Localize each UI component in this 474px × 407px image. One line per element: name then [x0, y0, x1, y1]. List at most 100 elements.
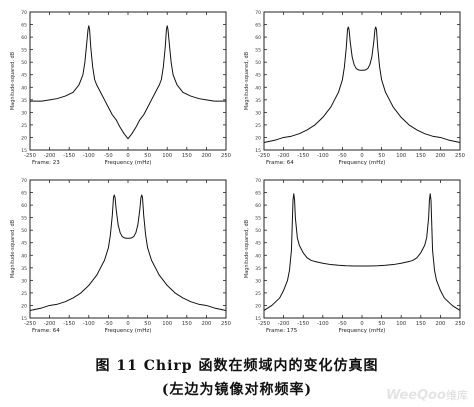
y-tick-label: 50: [21, 228, 27, 234]
series-line: [263, 193, 461, 311]
y-tick-label: 15: [255, 148, 261, 154]
y-tick-label: 25: [255, 123, 261, 129]
x-tick-label: -150: [63, 321, 75, 327]
y-axis-label: Magnitude-squared, dB: [244, 219, 250, 278]
x-tick-label: 50: [378, 321, 385, 327]
y-tick-label: 65: [255, 23, 261, 29]
x-tick-label: -200: [278, 153, 290, 159]
x-tick-label: 250: [455, 153, 465, 159]
x-tick-label: 150: [182, 153, 192, 159]
y-tick-label: 30: [255, 278, 261, 284]
figure-subcaption: (左边为镜像对称频率): [161, 382, 313, 398]
x-tick-label: 200: [435, 153, 445, 159]
x-tick-label: 150: [416, 153, 426, 159]
y-tick-label: 35: [21, 266, 27, 272]
y-tick-label: 40: [255, 85, 261, 91]
chart-4-svg: 15 20 25 30 35 40 45 50 55 60 65 70 -250 -200 -150 -100…: [244, 178, 465, 334]
x-tick-label: -100: [83, 153, 95, 159]
x-axis-label: Frequency (mHz): [339, 328, 386, 334]
y-tick-label: 70: [21, 10, 27, 16]
x-tick-label: 50: [378, 153, 385, 159]
x-tick-label: 0: [126, 321, 129, 327]
y-axis-label: Magnitude-squared, dB: [244, 51, 250, 110]
chart-1-svg: 15 20 25 30 35 40 45 50 55 60 65 70 -250 -200 -150 -100…: [10, 10, 231, 166]
x-tick-label: -250: [258, 321, 270, 327]
x-tick-label: -150: [297, 153, 309, 159]
x-tick-label: -150: [297, 321, 309, 327]
y-tick-label: 25: [21, 291, 27, 297]
x-tick-label: 100: [396, 321, 406, 327]
x-tick-label: 100: [396, 153, 406, 159]
y-tick-label: 20: [255, 303, 261, 309]
watermark-suffix: 维库: [446, 389, 468, 402]
y-axis-label: Magnitude-squared, dB: [10, 219, 16, 278]
chart-panel-1: 15 20 25 30 35 40 45 50 55 60 65 70 -250 -200 -150 -100…: [6, 4, 236, 166]
y-tick-label: 20: [255, 135, 261, 141]
chart-3-svg: 15 20 25 30 35 40 45 50 55 60 65 70 -250 -200 -150 -100…: [10, 178, 231, 334]
y-tick-label: 40: [21, 253, 27, 259]
x-tick-label: -100: [317, 321, 329, 327]
y-tick-label: 40: [21, 85, 27, 91]
x-tick-label: 250: [221, 153, 231, 159]
x-axis-label: Frequency (mHz): [105, 160, 152, 166]
y-tick-label: 25: [255, 291, 261, 297]
y-tick-label: 65: [21, 23, 27, 29]
x-tick-label: -50: [104, 153, 112, 159]
chart-2-svg: 15 20 25 30 35 40 45 50 55 60 65 70 -250 -200 -150 -100…: [244, 10, 465, 166]
x-tick-label: 200: [201, 153, 211, 159]
x-tick-label: 250: [455, 321, 465, 327]
y-tick-label: 60: [21, 35, 27, 41]
x-tick-label: -200: [44, 153, 56, 159]
y-tick-label: 35: [21, 98, 27, 104]
x-tick-label: -50: [338, 153, 346, 159]
y-tick-label: 55: [21, 216, 27, 222]
frame-label: Frame: 64: [32, 328, 60, 334]
plot-frame: [263, 11, 461, 151]
x-tick-label: -50: [338, 321, 346, 327]
y-tick-label: 50: [255, 228, 261, 234]
y-tick-label: 20: [21, 303, 27, 309]
x-tick-label: 0: [126, 153, 129, 159]
y-tick-label: 45: [21, 241, 27, 247]
y-tick-label: 45: [255, 241, 261, 247]
x-axis-label: Frequency (mHz): [105, 328, 152, 334]
y-axis-label: Magnitude-squared, dB: [10, 51, 16, 110]
x-tick-label: 200: [201, 321, 211, 327]
x-tick-label: -100: [83, 321, 95, 327]
y-tick-label: 45: [21, 73, 27, 79]
y-tick-label: 30: [21, 278, 27, 284]
y-tick-label: 35: [255, 98, 261, 104]
frame-label: Frame: 64: [266, 160, 294, 166]
figure-caption: 图 11 Chirp 函数在频域内的变化仿真图: [95, 358, 379, 374]
y-tick-label: 55: [255, 216, 261, 222]
y-tick-label: 60: [255, 203, 261, 209]
y-tick-label: 15: [21, 148, 27, 154]
chart-panel-4: 15 20 25 30 35 40 45 50 55 60 65 70 -250 -200 -150 -100…: [240, 172, 470, 334]
y-tick-label: 20: [21, 135, 27, 141]
x-tick-label: 100: [162, 321, 172, 327]
chart-panel-3: 15 20 25 30 35 40 45 50 55 60 65 70 -250 -200 -150 -100…: [6, 172, 236, 334]
x-tick-label: -250: [24, 321, 36, 327]
y-tick-label: 15: [255, 316, 261, 322]
y-tick-label: 35: [255, 266, 261, 272]
y-tick-label: 65: [255, 191, 261, 197]
x-tick-label: -200: [278, 321, 290, 327]
y-tick-label: 30: [21, 110, 27, 116]
x-tick-label: 150: [416, 321, 426, 327]
y-tick-label: 60: [21, 203, 27, 209]
x-tick-label: -250: [258, 153, 270, 159]
plot-frame: [263, 179, 461, 319]
y-tick-label: 40: [255, 253, 261, 259]
plot-frame: [29, 11, 227, 151]
x-tick-label: -100: [317, 153, 329, 159]
y-tick-label: 70: [255, 10, 261, 16]
watermark-brand: WeeQoo: [385, 388, 446, 403]
plot-frame: [29, 179, 227, 319]
x-tick-label: 50: [144, 153, 151, 159]
y-tick-label: 55: [255, 48, 261, 54]
series-line: [29, 194, 227, 311]
watermark-logo: WeeQoo维库: [386, 387, 468, 403]
y-tick-label: 15: [21, 316, 27, 322]
y-tick-label: 65: [21, 191, 27, 197]
x-tick-label: -150: [63, 153, 75, 159]
